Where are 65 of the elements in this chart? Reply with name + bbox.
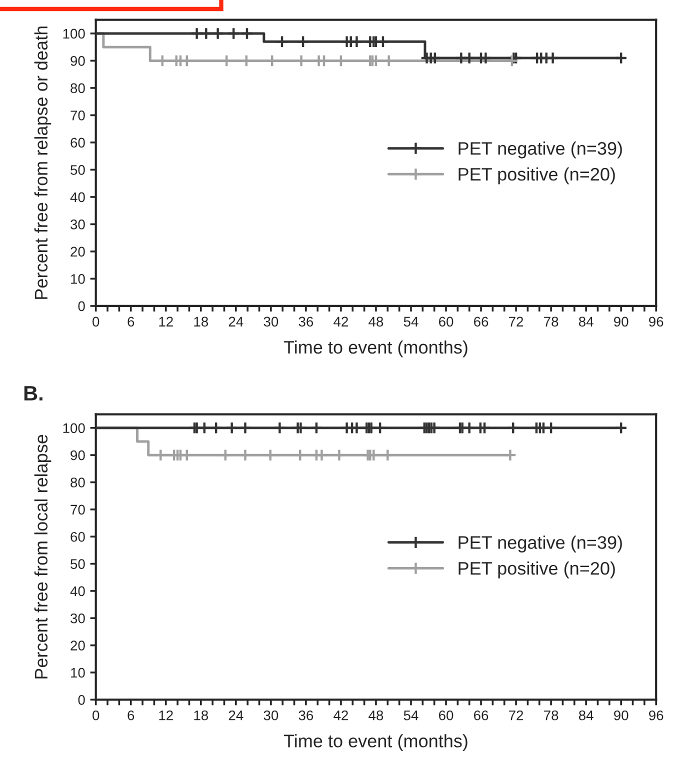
x-tick-label: 36 — [298, 710, 314, 720]
x-tick-label: 84 — [578, 316, 594, 327]
y-tick-label: 50 — [70, 165, 85, 175]
x-tick-label: 54 — [404, 710, 418, 720]
x-tick-label: 42 — [334, 316, 348, 326]
x-tick-label: 66 — [474, 710, 488, 720]
x-tick-label: 96 — [649, 316, 664, 327]
x-tick-label: 24 — [228, 316, 244, 326]
y-tick-label: 60 — [70, 532, 85, 542]
y-tick-label: 20 — [70, 246, 85, 257]
x-tick-label: 12 — [159, 316, 173, 326]
y-tick-label: 70 — [70, 110, 85, 120]
y-tick-label: 60 — [70, 138, 85, 148]
y-tick-label: 30 — [70, 220, 85, 230]
y-axis-title: Percent free from local relapse — [34, 434, 52, 678]
x-tick-label: 0 — [92, 316, 100, 327]
y-tick-label: 100 — [63, 28, 85, 39]
x-tick-label: 18 — [194, 316, 208, 327]
x-tick-label: 78 — [544, 316, 558, 327]
x-tick-label: 96 — [649, 710, 664, 720]
chart-title: B. — [24, 386, 42, 400]
x-tick-label: 60 — [438, 710, 454, 720]
y-tick-label: 90 — [70, 56, 85, 66]
y-tick-label: 40 — [70, 192, 85, 202]
x-tick-label: 90 — [614, 316, 628, 327]
y-tick-label: 40 — [70, 586, 85, 596]
x-tick-label: 48 — [368, 710, 384, 720]
y-tick-label: 20 — [70, 640, 85, 650]
x-tick-label: 6 — [128, 316, 134, 327]
y-tick-label: 0 — [78, 301, 85, 312]
x-tick-label: 66 — [474, 316, 488, 327]
x-tick-label: 60 — [438, 316, 454, 327]
y-tick-label: 80 — [70, 478, 85, 488]
x-tick-label: 0 — [92, 710, 100, 720]
y-tick-label: 90 — [70, 450, 85, 460]
x-axis-title: Time to event (months) — [284, 340, 468, 358]
y-tick-label: 10 — [71, 668, 85, 678]
x-axis-title: Time to event (months) — [284, 734, 468, 751]
x-tick-label: 72 — [509, 316, 524, 326]
legend-label: PET negative (n=39) — [458, 142, 622, 158]
legend-label: PET positive (n=20) — [458, 167, 615, 184]
x-tick-label: 36 — [298, 316, 314, 327]
legend-label: PET positive (n=20) — [458, 562, 615, 578]
x-tick-label: 84 — [578, 710, 594, 720]
legend-label: PET negative (n=39) — [458, 536, 622, 552]
y-tick-label: 10 — [71, 274, 85, 284]
x-tick-label: 30 — [264, 710, 278, 720]
y-axis-title: Percent free from relapse or death — [34, 26, 52, 299]
y-tick-label: 70 — [70, 504, 85, 515]
x-tick-label: 48 — [368, 316, 384, 327]
x-tick-label: 12 — [159, 710, 173, 720]
y-tick-label: 0 — [78, 695, 85, 705]
x-tick-label: 30 — [264, 316, 278, 327]
y-tick-label: 50 — [70, 559, 85, 569]
y-tick-label: 30 — [70, 613, 85, 624]
x-tick-label: 24 — [228, 710, 244, 720]
x-tick-label: 54 — [404, 316, 418, 327]
y-tick-label: 80 — [70, 83, 85, 94]
x-tick-label: 90 — [614, 710, 628, 720]
x-tick-label: 42 — [334, 710, 348, 720]
x-tick-label: 6 — [128, 710, 134, 720]
x-tick-label: 72 — [509, 710, 524, 720]
x-tick-label: 18 — [194, 710, 208, 720]
y-tick-label: 100 — [63, 423, 85, 434]
x-tick-label: 78 — [544, 710, 558, 720]
